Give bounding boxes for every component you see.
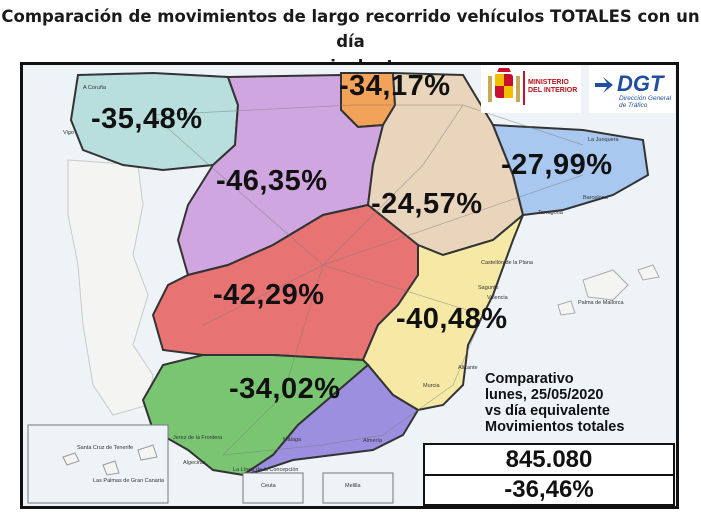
canarias-inset	[27, 424, 169, 504]
island-fuerteventura	[137, 444, 158, 461]
island-gran-canaria	[102, 460, 120, 476]
total-movements-box: 845.080	[423, 443, 675, 476]
city-valencia: Valencia	[487, 295, 508, 301]
legend-line-4: Movimientos totales	[485, 419, 625, 435]
dgt-arrow-icon	[595, 77, 613, 93]
legend-line-2: lunes, 25/05/2020	[485, 387, 604, 403]
city-murcia: Murcia	[423, 383, 440, 389]
city-ceuta: Ceuta	[261, 483, 276, 489]
city-las-palmas: Las Palmas de Gran Canaria	[93, 478, 164, 484]
region-levante	[361, 214, 524, 412]
city-a-coruna: A Coruña	[83, 85, 106, 91]
city-tarragona: Tarragona	[538, 210, 563, 216]
pct-andalucia-occ: -34,02%	[229, 373, 341, 405]
mallorca-shape	[582, 269, 629, 301]
dgt-text: DGT	[617, 71, 664, 96]
ibiza-shape	[557, 300, 576, 316]
city-melilla: Melilla	[345, 483, 361, 489]
pct-cataluna: -27,99%	[501, 149, 613, 181]
dgt-logo: DGT Dirección General de Tráfico	[589, 65, 675, 113]
city-sagunto: Sagunto	[478, 285, 499, 291]
city-vigo: Vigo	[63, 130, 74, 136]
city-palma: Palma de Mallorca	[578, 300, 624, 306]
city-barcelona: Barcelona	[583, 195, 608, 201]
dgt-subtitle: Dirección General de Tráfico	[619, 95, 672, 109]
pct-centro: -42,29%	[213, 279, 325, 311]
melilla-inset	[322, 472, 394, 504]
coat-of-arms-icon	[488, 68, 520, 102]
road-network	[152, 104, 584, 456]
map-frame: -35,48% -34,17% -46,35% -24,57% -27,99% …	[20, 62, 679, 509]
legend-text: Comparativo lunes, 25/05/2020 vs día equ…	[485, 371, 624, 435]
city-castellon: Castellón de la Plana	[481, 260, 533, 266]
ceuta-inset	[242, 472, 304, 504]
city-sc-tenerife: Santa Cruz de Tenerife	[77, 445, 134, 451]
title-line-1: Comparación de movimientos de largo reco…	[1, 7, 700, 51]
ministerio-text: MINISTERIO DEL INTERIOR	[528, 79, 578, 94]
city-malaga: Málaga	[283, 437, 302, 443]
city-jerez: Jerez de la Frontera	[173, 435, 223, 441]
city-algeciras: Algeciras	[183, 460, 206, 466]
city-la-linea: La Línea de la Concepción	[233, 467, 299, 473]
pct-ebro: -24,57%	[371, 188, 483, 220]
total-pct-box: -36,46%	[423, 474, 675, 506]
legend-line-1: Comparativo	[485, 371, 574, 387]
city-alicante: Alicante	[458, 365, 478, 371]
pct-castilla-leon: -46,35%	[216, 165, 328, 197]
city-la-junquera: La Junquera	[588, 137, 619, 143]
pct-galicia: -35,48%	[91, 103, 203, 135]
legend-line-3: vs día equivalente	[485, 403, 610, 419]
ministerio-logo: MINISTERIO DEL INTERIOR	[481, 65, 581, 113]
pct-levante: -40,48%	[396, 303, 508, 335]
spain-map	[23, 65, 676, 506]
pct-cantabria: -34,17%	[339, 70, 451, 102]
city-almeria: Almería	[363, 438, 382, 444]
menorca-shape	[637, 264, 660, 281]
island-tenerife	[62, 452, 80, 466]
